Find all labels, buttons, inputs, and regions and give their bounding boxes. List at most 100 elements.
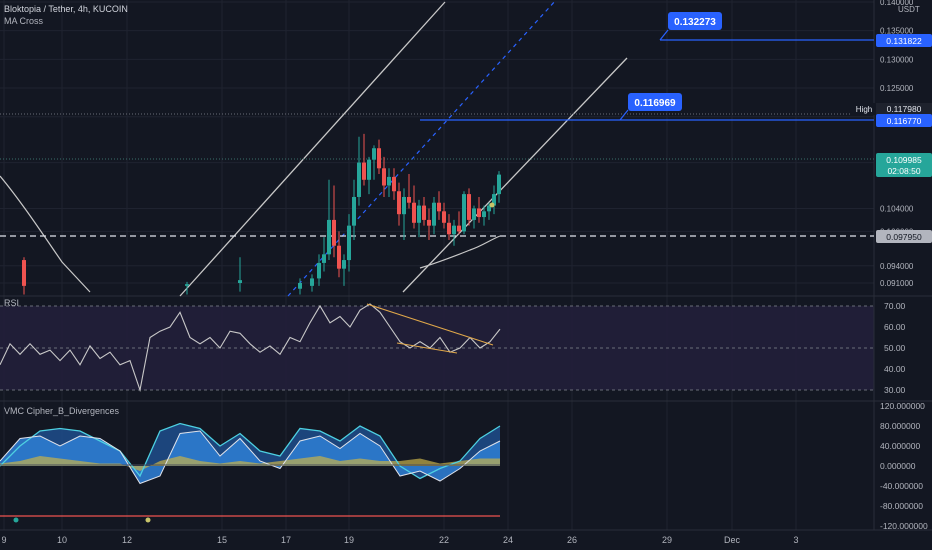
- candles[interactable]: [22, 133, 501, 295]
- vmc-tick-label: -80.000000: [880, 501, 923, 511]
- candle-body: [387, 176, 391, 186]
- candle-up[interactable]: [402, 188, 406, 240]
- candle-up[interactable]: [367, 156, 371, 195]
- candle-body: [310, 278, 314, 286]
- vmc-dot-2: [145, 517, 151, 523]
- candle-up[interactable]: [497, 171, 501, 203]
- vmc-tick-label: -40.000000: [880, 481, 923, 491]
- vmc-money-flow-area: [0, 456, 500, 471]
- callout-lower-pointer: [619, 109, 629, 121]
- candle-body: [377, 148, 381, 169]
- candle-up[interactable]: [462, 191, 466, 235]
- candle-down[interactable]: [412, 185, 416, 229]
- candle-down[interactable]: [362, 133, 366, 186]
- price-tick-label: 0.135000: [880, 27, 914, 36]
- candle-up[interactable]: [238, 257, 242, 292]
- candle-up[interactable]: [452, 219, 456, 246]
- candle-body: [412, 202, 416, 223]
- candle-down[interactable]: [477, 196, 481, 223]
- candle-down[interactable]: [467, 188, 471, 226]
- candle-up[interactable]: [317, 254, 321, 286]
- rsi-axis[interactable]: 70.00 60.00 50.00 40.00 30.00: [884, 301, 906, 395]
- time-tick-label: 29: [662, 535, 672, 545]
- candle-down[interactable]: [332, 185, 336, 258]
- candle-up[interactable]: [347, 214, 351, 272]
- level-upper-tag: [876, 34, 932, 47]
- rsi-trend-upper[interactable]: [366, 303, 494, 346]
- time-tick-label: Dec: [724, 535, 741, 545]
- candle-up[interactable]: [352, 179, 356, 240]
- candle-body: [432, 202, 436, 226]
- candle-up[interactable]: [482, 205, 486, 226]
- candle-up[interactable]: [185, 281, 189, 295]
- candle-body: [332, 219, 336, 246]
- channel-lower-line[interactable]: [402, 57, 628, 293]
- symbol-title[interactable]: Bloktopia / Tether, 4h, KUCOIN: [4, 4, 128, 14]
- rsi-tick-label: 40.00: [884, 364, 906, 374]
- time-tick-label: 26: [567, 535, 577, 545]
- candle-up[interactable]: [327, 179, 331, 261]
- time-tick-label: 17: [281, 535, 291, 545]
- candle-down[interactable]: [447, 214, 451, 240]
- callout-upper-text: 0.132273: [674, 17, 716, 28]
- callout-upper[interactable]: [668, 12, 722, 30]
- candle-up[interactable]: [492, 185, 496, 215]
- last-price-tag: [876, 153, 932, 177]
- candle-body: [417, 205, 421, 223]
- channel-mid-dashed-line[interactable]: [287, 0, 557, 297]
- candle-down[interactable]: [397, 182, 401, 226]
- vmc-legend[interactable]: VMC Cipher_B_Divergences: [4, 406, 120, 416]
- candle-body: [447, 222, 451, 235]
- candle-down[interactable]: [442, 202, 446, 229]
- ma-cross-legend[interactable]: MA Cross: [4, 16, 44, 26]
- candle-up[interactable]: [357, 136, 361, 206]
- candle-down[interactable]: [337, 231, 341, 278]
- candle-body: [327, 219, 331, 255]
- candle-body: [352, 196, 356, 226]
- vmc-axis[interactable]: 120.000000 80.000000 40.000000 0.000000 -40.…: [880, 401, 928, 531]
- level-lower-tag: [876, 114, 932, 127]
- candle-body: [392, 176, 396, 192]
- candle-up[interactable]: [298, 278, 302, 295]
- ma-curve-left: [0, 175, 91, 293]
- candle-up[interactable]: [487, 202, 491, 220]
- candle-down[interactable]: [457, 211, 461, 235]
- candle-down[interactable]: [22, 257, 26, 295]
- rsi-legend[interactable]: RSI: [4, 298, 19, 308]
- candle-body: [467, 194, 471, 220]
- candle-down[interactable]: [407, 174, 411, 209]
- candle-up[interactable]: [417, 199, 421, 238]
- time-axis[interactable]: 9 10 12 15 17 19 22 24 26 29 Dec 3: [1, 535, 798, 545]
- candle-body: [472, 208, 476, 220]
- candle-body: [477, 208, 481, 218]
- channel-upper-line[interactable]: [179, 1, 446, 297]
- candle-up[interactable]: [472, 205, 476, 229]
- price-tick-label: 0.091000: [880, 279, 914, 288]
- high-value-tag: [876, 103, 932, 115]
- candle-up[interactable]: [342, 254, 346, 286]
- callout-lower[interactable]: [628, 93, 682, 111]
- candle-down[interactable]: [422, 196, 426, 226]
- candle-up[interactable]: [432, 196, 436, 235]
- callout-upper-pointer: [659, 29, 669, 41]
- candle-up[interactable]: [310, 274, 314, 292]
- candle-body: [372, 148, 376, 160]
- candle-down[interactable]: [437, 191, 441, 220]
- candle-body: [437, 202, 441, 212]
- candle-down[interactable]: [427, 208, 431, 240]
- candle-down[interactable]: [392, 168, 396, 200]
- rsi-trend-lower[interactable]: [396, 342, 458, 354]
- high-label-bg: [852, 103, 876, 115]
- time-tick-label: 15: [217, 535, 227, 545]
- candle-body: [185, 284, 189, 286]
- candle-body: [337, 245, 341, 269]
- rsi-line: [0, 303, 501, 393]
- candle-up[interactable]: [322, 237, 326, 272]
- candle-down[interactable]: [382, 156, 386, 197]
- candle-up[interactable]: [387, 168, 391, 197]
- candle-up[interactable]: [372, 145, 376, 180]
- candle-down[interactable]: [377, 139, 381, 175]
- high-label: High: [856, 105, 872, 114]
- candle-body: [457, 225, 461, 232]
